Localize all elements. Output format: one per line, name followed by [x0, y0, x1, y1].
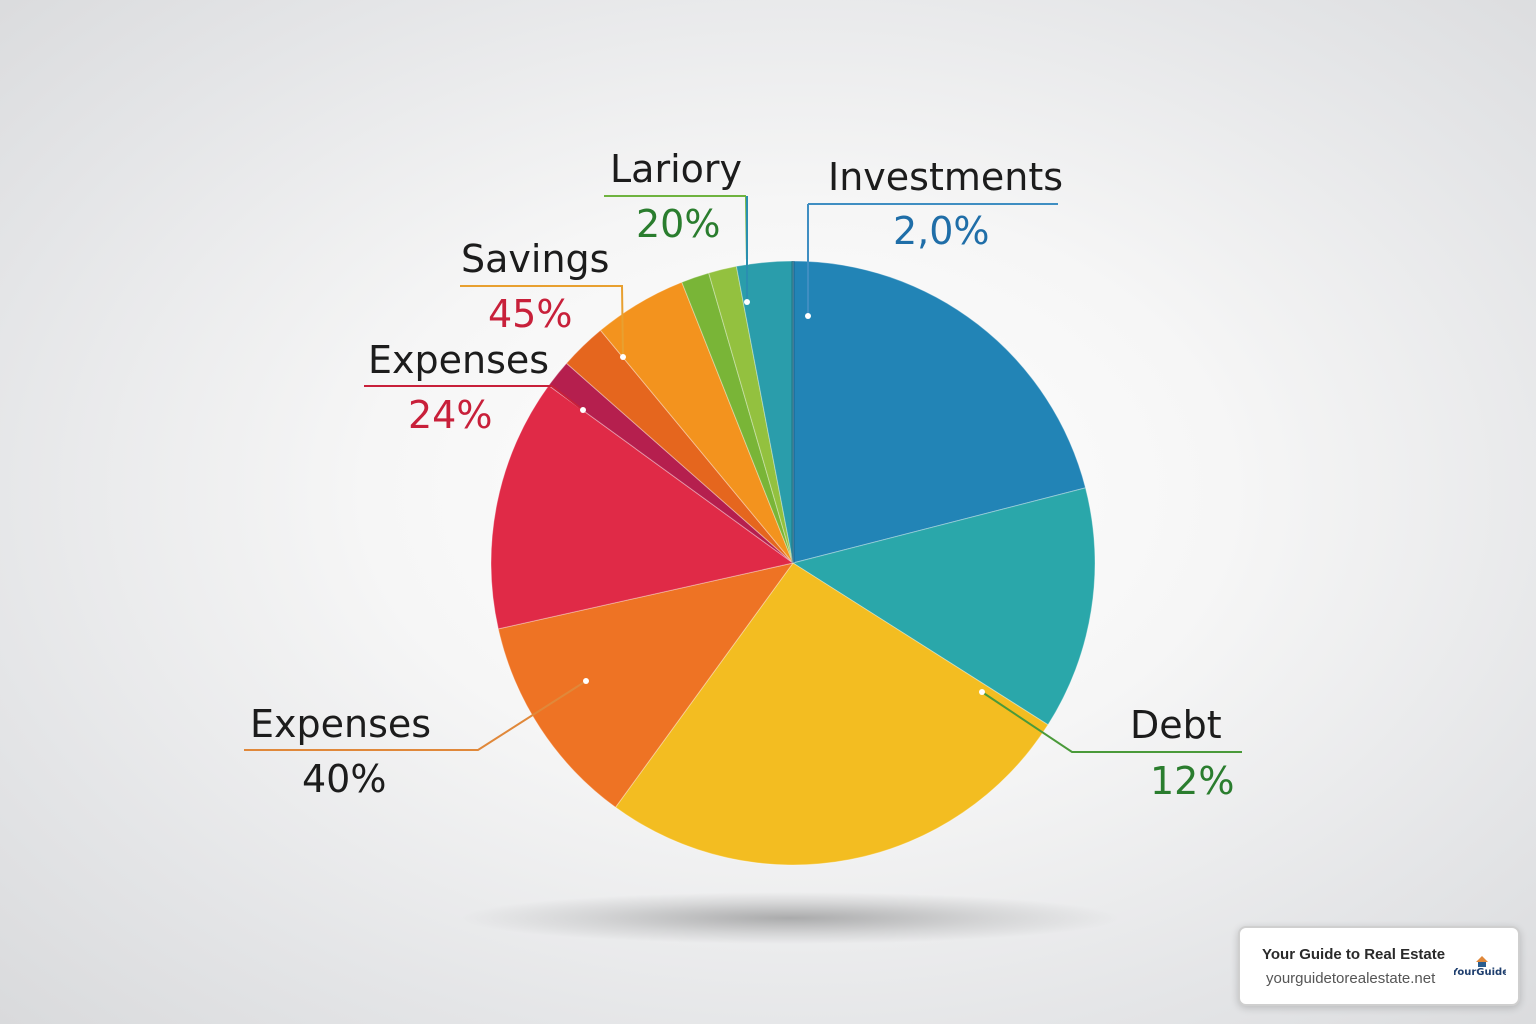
- slice-labels: Investments 2,0% Debt 12% Expenses 40% Expense…: [250, 147, 1234, 803]
- pie-slice: [565, 329, 794, 564]
- leader-line: [244, 680, 587, 751]
- pie-slice: [792, 260, 1087, 564]
- pie-slice: [614, 562, 1049, 866]
- leader-dot: [620, 354, 626, 360]
- pie-shadow: [460, 892, 1120, 944]
- watermark-url: yourguidetorealestate.net: [1266, 970, 1436, 987]
- pie-slice: [599, 281, 794, 564]
- pie-slice: [791, 487, 1096, 726]
- leader-dot: [744, 299, 750, 305]
- slice-label-name: Savings: [461, 237, 609, 281]
- leader-lines: [244, 195, 1242, 753]
- leader-line: [981, 691, 1242, 753]
- leader-dot: [580, 407, 586, 413]
- pie-slice: [497, 562, 795, 808]
- slice-label-name: Lariory: [610, 147, 742, 191]
- leader-dot: [583, 678, 589, 684]
- pie-slice: [735, 260, 794, 564]
- slice-label-name: Expenses: [368, 338, 549, 382]
- leader-dot: [805, 313, 811, 319]
- slice-label-value: 20%: [636, 202, 720, 246]
- pie-slices: [490, 260, 1096, 866]
- slice-label-value: 45%: [488, 292, 572, 336]
- slice-label-value: 12%: [1150, 759, 1234, 803]
- pie-slice: [708, 265, 794, 564]
- pie-slice: [681, 272, 794, 564]
- leader-dot: [979, 689, 985, 695]
- pie-slice: [490, 384, 795, 630]
- leader-line: [460, 285, 624, 358]
- slice-label-name: Investments: [828, 155, 1063, 199]
- slice-label-value: 40%: [302, 757, 386, 801]
- leader-line: [364, 385, 584, 411]
- slice-label-value: 2,0%: [893, 209, 990, 253]
- leader-line: [807, 203, 1058, 316]
- slice-label-value: 24%: [408, 393, 492, 437]
- slice-label-name: Expenses: [250, 702, 431, 746]
- slice-label-name: Debt: [1130, 703, 1222, 747]
- watermark-title: Your Guide to Real Estate: [1262, 946, 1446, 963]
- watermark-badge: Your Guide to Real Estate yourguidetorea…: [1238, 926, 1520, 1006]
